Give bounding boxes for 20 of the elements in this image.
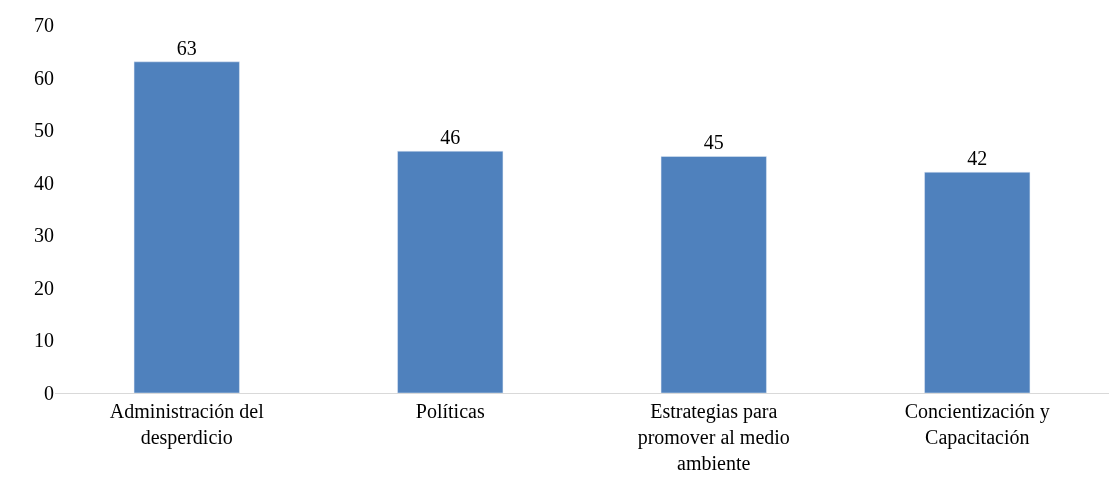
y-tick-label: 50 bbox=[34, 119, 54, 142]
x-tick-label: Estrategias para promover al medio ambiente bbox=[637, 400, 790, 474]
y-tick-label: 20 bbox=[34, 276, 54, 299]
y-tick-label: 40 bbox=[34, 171, 54, 194]
y-tick-label: 10 bbox=[34, 329, 54, 352]
bar bbox=[397, 150, 504, 393]
bar bbox=[133, 61, 240, 393]
y-tick-label: 70 bbox=[34, 14, 54, 36]
bar bbox=[660, 156, 767, 393]
data-label: 42 bbox=[967, 147, 988, 170]
bar bbox=[924, 171, 1031, 393]
y-tick-label: 60 bbox=[34, 66, 54, 89]
y-tick-label: 0 bbox=[44, 382, 54, 404]
x-tick-label: Administración del desperdicio bbox=[109, 400, 265, 449]
data-label: 45 bbox=[703, 131, 724, 154]
x-tick-label: Concientización y Capacitación bbox=[904, 400, 1050, 449]
y-tick-label: 30 bbox=[34, 224, 54, 247]
x-tick-label: Políticas bbox=[415, 400, 485, 422]
data-label: 46 bbox=[440, 126, 461, 149]
data-label: 63 bbox=[176, 36, 197, 59]
